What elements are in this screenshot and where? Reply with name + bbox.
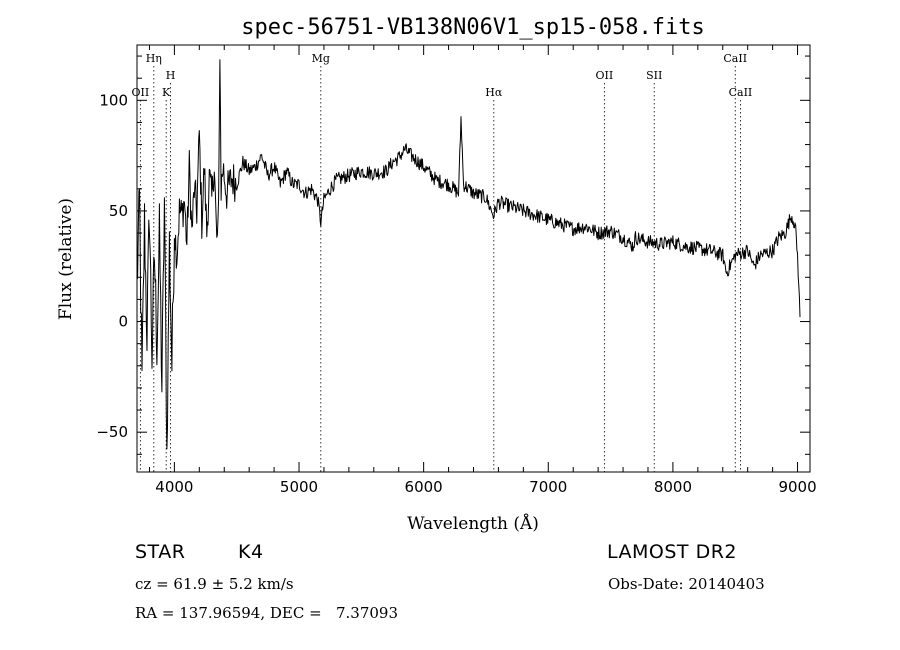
spectral-line-label: CaII — [723, 52, 747, 65]
y-tick-label: 100 — [99, 91, 128, 109]
coordinates: RA = 137.96594, DEC = 7.37093 — [135, 604, 399, 622]
x-axis-label: Wavelength (Å) — [407, 513, 539, 534]
x-tick-label: 7000 — [529, 478, 567, 496]
spectral-line-label: Mg — [312, 52, 330, 65]
spectral-line-label: H — [166, 69, 176, 82]
spectral-line-label: K — [162, 86, 171, 99]
ticks-layer: 4000 5000 6000 7000 8000 9000 −50 0 50 100 — [96, 45, 817, 496]
spectral-line-label: OII — [596, 69, 614, 82]
x-tick-label: 6000 — [405, 478, 443, 496]
x-tick-label: 8000 — [654, 478, 692, 496]
spectral-line-label: Hα — [485, 86, 503, 99]
object-type: STAR — [135, 541, 186, 563]
redshift-velocity: cz = 61.9 ± 5.2 km/s — [135, 575, 294, 593]
x-tick-label: 4000 — [155, 478, 193, 496]
spectral-line-label: OII — [132, 86, 150, 99]
spectral-line-label: CaII — [729, 86, 753, 99]
object-subclass: K4 — [238, 541, 264, 563]
y-axis-label: Flux (relative) — [56, 198, 76, 320]
x-tick-label: 9000 — [778, 478, 816, 496]
y-tick-label: 50 — [109, 202, 128, 220]
y-tick-label: 0 — [118, 313, 128, 331]
spectral-lines-layer: OII Hη KH Mg Hα OII SII CaII CaII — [132, 52, 753, 472]
spectral-line-label: SII — [646, 69, 662, 82]
observation-date: Obs-Date: 20140403 — [608, 575, 765, 593]
series-layer — [136, 59, 801, 450]
flux-series-line — [136, 59, 801, 450]
y-tick-label: −50 — [96, 423, 128, 441]
chart-title: spec-56751-VB138N06V1_sp15-058.fits — [241, 15, 705, 40]
survey-name: LAMOST DR2 — [607, 541, 737, 563]
x-tick-label: 5000 — [280, 478, 318, 496]
spectral-line-label: Hη — [146, 52, 162, 65]
plot-frame — [136, 44, 811, 473]
